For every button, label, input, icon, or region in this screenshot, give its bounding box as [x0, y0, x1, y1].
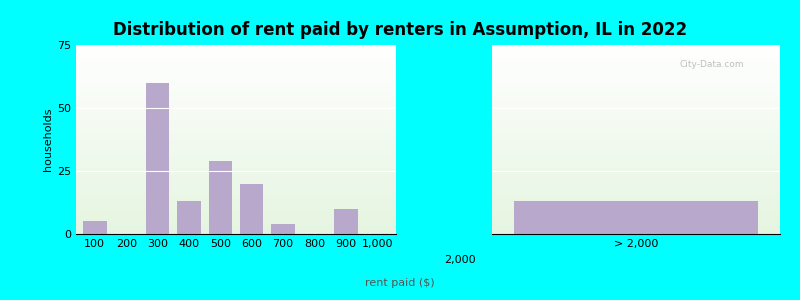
Bar	[334, 209, 358, 234]
Bar	[271, 224, 295, 234]
Bar	[83, 221, 106, 234]
Bar	[177, 201, 201, 234]
Text: 2,000: 2,000	[444, 255, 476, 265]
Y-axis label: households: households	[43, 108, 53, 171]
Text: Distribution of rent paid by renters in Assumption, IL in 2022: Distribution of rent paid by renters in …	[113, 21, 687, 39]
Bar	[209, 161, 232, 234]
Bar	[146, 83, 170, 234]
Text: rent paid ($): rent paid ($)	[365, 278, 435, 288]
Bar	[240, 184, 263, 234]
Bar	[514, 201, 758, 234]
Text: City-Data.com: City-Data.com	[679, 60, 744, 69]
